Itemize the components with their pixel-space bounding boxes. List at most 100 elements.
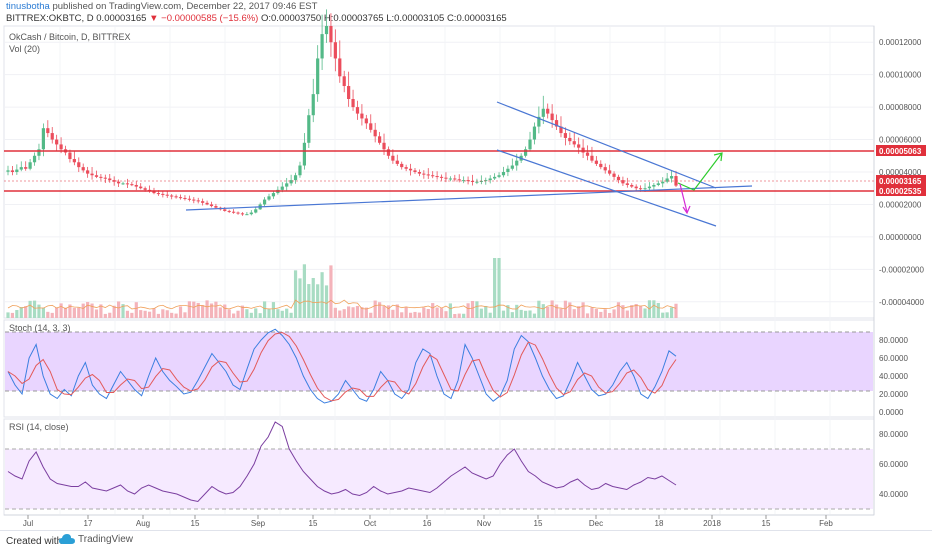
volume-bar <box>391 309 395 318</box>
price-axis[interactable]: 0.00012000 0.00010000 0.00008000 0.00006000… <box>879 38 924 307</box>
candle-body <box>121 183 125 185</box>
volume-bar <box>6 312 10 318</box>
volume-bar <box>404 307 408 318</box>
price-tick-label: 0.00006000 <box>879 136 922 145</box>
candle-body <box>143 188 147 190</box>
volume-bar <box>320 272 324 318</box>
time-tick-label: Oct <box>364 519 377 528</box>
candle-body <box>94 175 99 177</box>
volume-bar <box>245 309 249 318</box>
candle-body <box>422 173 426 175</box>
channel-top-line[interactable] <box>496 101 717 189</box>
candle-body <box>134 184 138 187</box>
volume-bar <box>183 312 187 318</box>
volume-bar <box>351 307 355 318</box>
tradingview-logo[interactable]: TradingView <box>59 534 133 545</box>
author-link[interactable]: tinusbotha <box>6 1 50 12</box>
candle-body <box>466 180 470 182</box>
rsi-tick-label: 80.0000 <box>879 430 908 439</box>
candle-body <box>187 198 191 200</box>
uptrend-line[interactable] <box>185 185 753 211</box>
candle-body <box>316 58 320 95</box>
stoch-tick-label: 80.0000 <box>879 336 908 345</box>
candle-body <box>559 126 563 134</box>
candle-body <box>572 141 576 145</box>
symbol-label: BITTREX:OKBTC, D <box>6 13 94 24</box>
candle-body <box>581 147 585 153</box>
volume-bar <box>554 304 559 318</box>
candle-body <box>378 136 382 143</box>
volume-bar <box>276 309 280 318</box>
candle-body <box>630 184 634 187</box>
candle-body <box>116 181 121 184</box>
volume-bar <box>147 311 152 318</box>
volume-bar <box>470 300 475 318</box>
candle-body <box>621 180 625 184</box>
volume-bar <box>205 300 209 318</box>
volume-bar <box>63 307 68 318</box>
volume-bar <box>302 264 306 318</box>
volume-bar <box>236 310 240 318</box>
grid-lines <box>5 27 873 514</box>
stoch-axis[interactable]: 80.0000 60.0000 40.0000 20.0000 0.0000 <box>879 336 908 417</box>
change-down-icon: ▼ <box>149 13 159 24</box>
volume-bar <box>466 303 470 318</box>
price-tick-label: 0.00010000 <box>879 71 922 80</box>
published-text: published on TradingView.com, December 2… <box>52 1 318 12</box>
candle-body <box>165 194 169 196</box>
volume-bar <box>581 302 585 318</box>
volume-bar <box>608 313 612 318</box>
volume-bar <box>493 258 497 318</box>
candle-body <box>81 167 85 171</box>
volume-bar <box>223 304 227 318</box>
volume-bar <box>541 304 545 318</box>
volume-bar <box>201 305 205 318</box>
price-tick-label: 0.00002000 <box>879 200 922 209</box>
volume-bar <box>156 313 161 318</box>
candle-body <box>493 176 497 179</box>
volume-bar <box>546 306 550 318</box>
candle-body <box>227 210 231 212</box>
volume-bar <box>656 302 660 318</box>
magenta-arrow-icon[interactable] <box>679 183 688 213</box>
volume-bar <box>616 302 621 318</box>
candle-body <box>585 152 590 156</box>
green-arrow-icon[interactable] <box>677 152 723 191</box>
chart-header: tinusbotha published on TradingView.com,… <box>0 0 932 26</box>
candle-body <box>669 176 674 179</box>
channel-bottom-line[interactable] <box>496 149 717 227</box>
candle-body <box>170 195 174 197</box>
time-axis[interactable]: Jul 17 Aug 15 Sep 15 Oct 16 Nov 15 Dec 18 2018 15 Feb <box>23 515 834 528</box>
volume-bar <box>139 310 143 318</box>
volume-bar <box>599 311 603 318</box>
volume-bar <box>170 312 174 318</box>
volume-bar <box>378 302 382 318</box>
volume-bar <box>232 313 236 318</box>
volume-bar <box>497 258 501 318</box>
volume-bar <box>665 312 669 318</box>
candle-body <box>616 176 621 181</box>
volume-bar <box>439 308 444 318</box>
candle-body <box>271 193 276 197</box>
volume-bar <box>37 304 41 318</box>
candle-body <box>307 115 311 143</box>
ohlc-values: O:0.00003750 H:0.00003765 L:0.00003105 C… <box>261 13 507 24</box>
price-badge <box>876 145 926 156</box>
candle-body <box>435 176 439 178</box>
candle-body <box>324 26 329 35</box>
candle-body <box>550 113 554 121</box>
candle-body <box>201 201 205 203</box>
volume-bar <box>24 306 28 318</box>
candle-body <box>665 178 669 182</box>
candle-body <box>72 159 76 163</box>
candle-body <box>391 155 395 161</box>
candle-body <box>554 120 559 127</box>
volume-bar <box>612 309 616 318</box>
rsi-tick-label: 60.0000 <box>879 460 908 469</box>
candle-body <box>656 183 660 185</box>
volume-bar <box>674 303 678 318</box>
candle-body <box>484 180 488 182</box>
rsi-axis[interactable]: 80.0000 60.0000 40.0000 <box>879 430 908 499</box>
volume-bar <box>280 310 284 318</box>
